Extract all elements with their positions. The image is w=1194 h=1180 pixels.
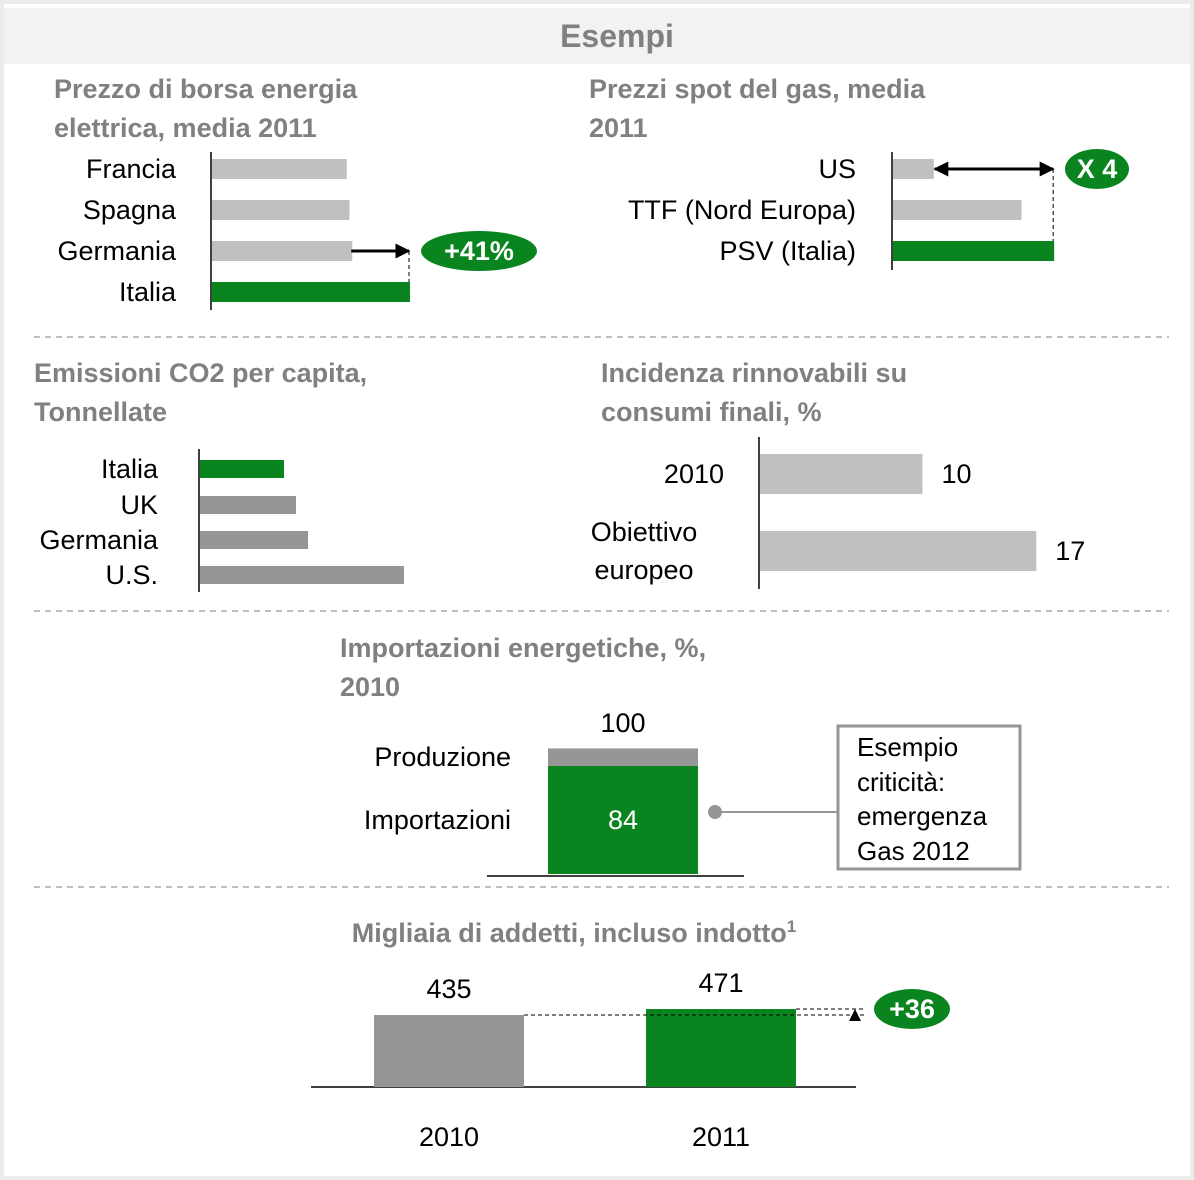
bar-segment: [548, 748, 698, 766]
category-label: PSV (Italia): [719, 236, 856, 266]
value-label: 17: [1055, 536, 1086, 566]
value-label: 471: [698, 968, 744, 999]
bar: [760, 454, 923, 494]
bar: [212, 241, 353, 261]
charts: [34, 149, 1169, 1088]
chart-title: Prezzi spot del gas, media 2011: [589, 74, 926, 143]
bar: [200, 496, 296, 514]
callout-text: Esempio criticità: emergenza Gas 2012: [857, 732, 988, 866]
bar: [212, 282, 410, 302]
bar: [893, 241, 1055, 261]
value-label: 84: [607, 804, 639, 835]
category-label: 2010: [418, 1122, 480, 1152]
total-label: 100: [600, 708, 646, 739]
annotation: +36: [889, 994, 935, 1025]
chart-title: Incidenza rinnovabili su consumi finali,…: [601, 358, 908, 427]
category-label: Obiettivo europeo: [590, 517, 698, 585]
chart-title: Emissioni CO2 per capita, Tonnellate: [34, 358, 368, 427]
bar: [212, 159, 347, 179]
footnote-mark: 1: [786, 917, 797, 936]
bar: [200, 531, 308, 549]
category-label: 2010: [663, 459, 724, 489]
legend-label: Produzione: [374, 742, 511, 773]
value-label: 10: [941, 459, 972, 489]
bar: [200, 460, 284, 478]
value-label: 435: [426, 974, 472, 1004]
callout-box: [836, 724, 1022, 871]
annotation-badge: [1065, 149, 1129, 189]
annotation-badge: [421, 231, 537, 271]
bar: [200, 566, 404, 584]
legend-label: Importazioni: [363, 804, 511, 835]
category-label: Germania: [39, 525, 158, 555]
bar: [893, 200, 1022, 220]
category-label: Italia: [118, 277, 176, 307]
chart-title-text: Migliaia di addetti, incluso indotto: [351, 918, 787, 948]
bar: [760, 531, 1037, 571]
chart-title: Migliaia di addetti, incluso indotto1: [254, 907, 894, 953]
category-label: Italia: [100, 454, 158, 484]
annotation: X 4: [1076, 154, 1118, 184]
header: Esempi: [4, 8, 1190, 64]
chart-title: Prezzo di borsa energia elettrica, media…: [54, 74, 358, 143]
bar: [893, 159, 934, 179]
bar: [374, 1015, 524, 1087]
chart-title: Importazioni energetiche, %, 2010: [340, 633, 707, 702]
category-label: UK: [120, 490, 158, 520]
category-label: US: [818, 154, 856, 184]
category-label: 2011: [691, 1122, 751, 1152]
category-label: U.S.: [105, 560, 158, 590]
category-label: Francia: [85, 154, 176, 184]
annotation-badge: [874, 989, 950, 1030]
bar: [646, 1009, 796, 1087]
header-title: Esempi: [560, 18, 674, 54]
category-label: Spagna: [82, 195, 176, 225]
bar: [212, 200, 350, 220]
annotation: +41%: [444, 236, 514, 266]
category-label: TTF (Nord Europa): [627, 195, 856, 225]
category-label: Germania: [57, 236, 176, 266]
delta-marker: [849, 1009, 861, 1022]
bar-segment: [548, 765, 698, 874]
